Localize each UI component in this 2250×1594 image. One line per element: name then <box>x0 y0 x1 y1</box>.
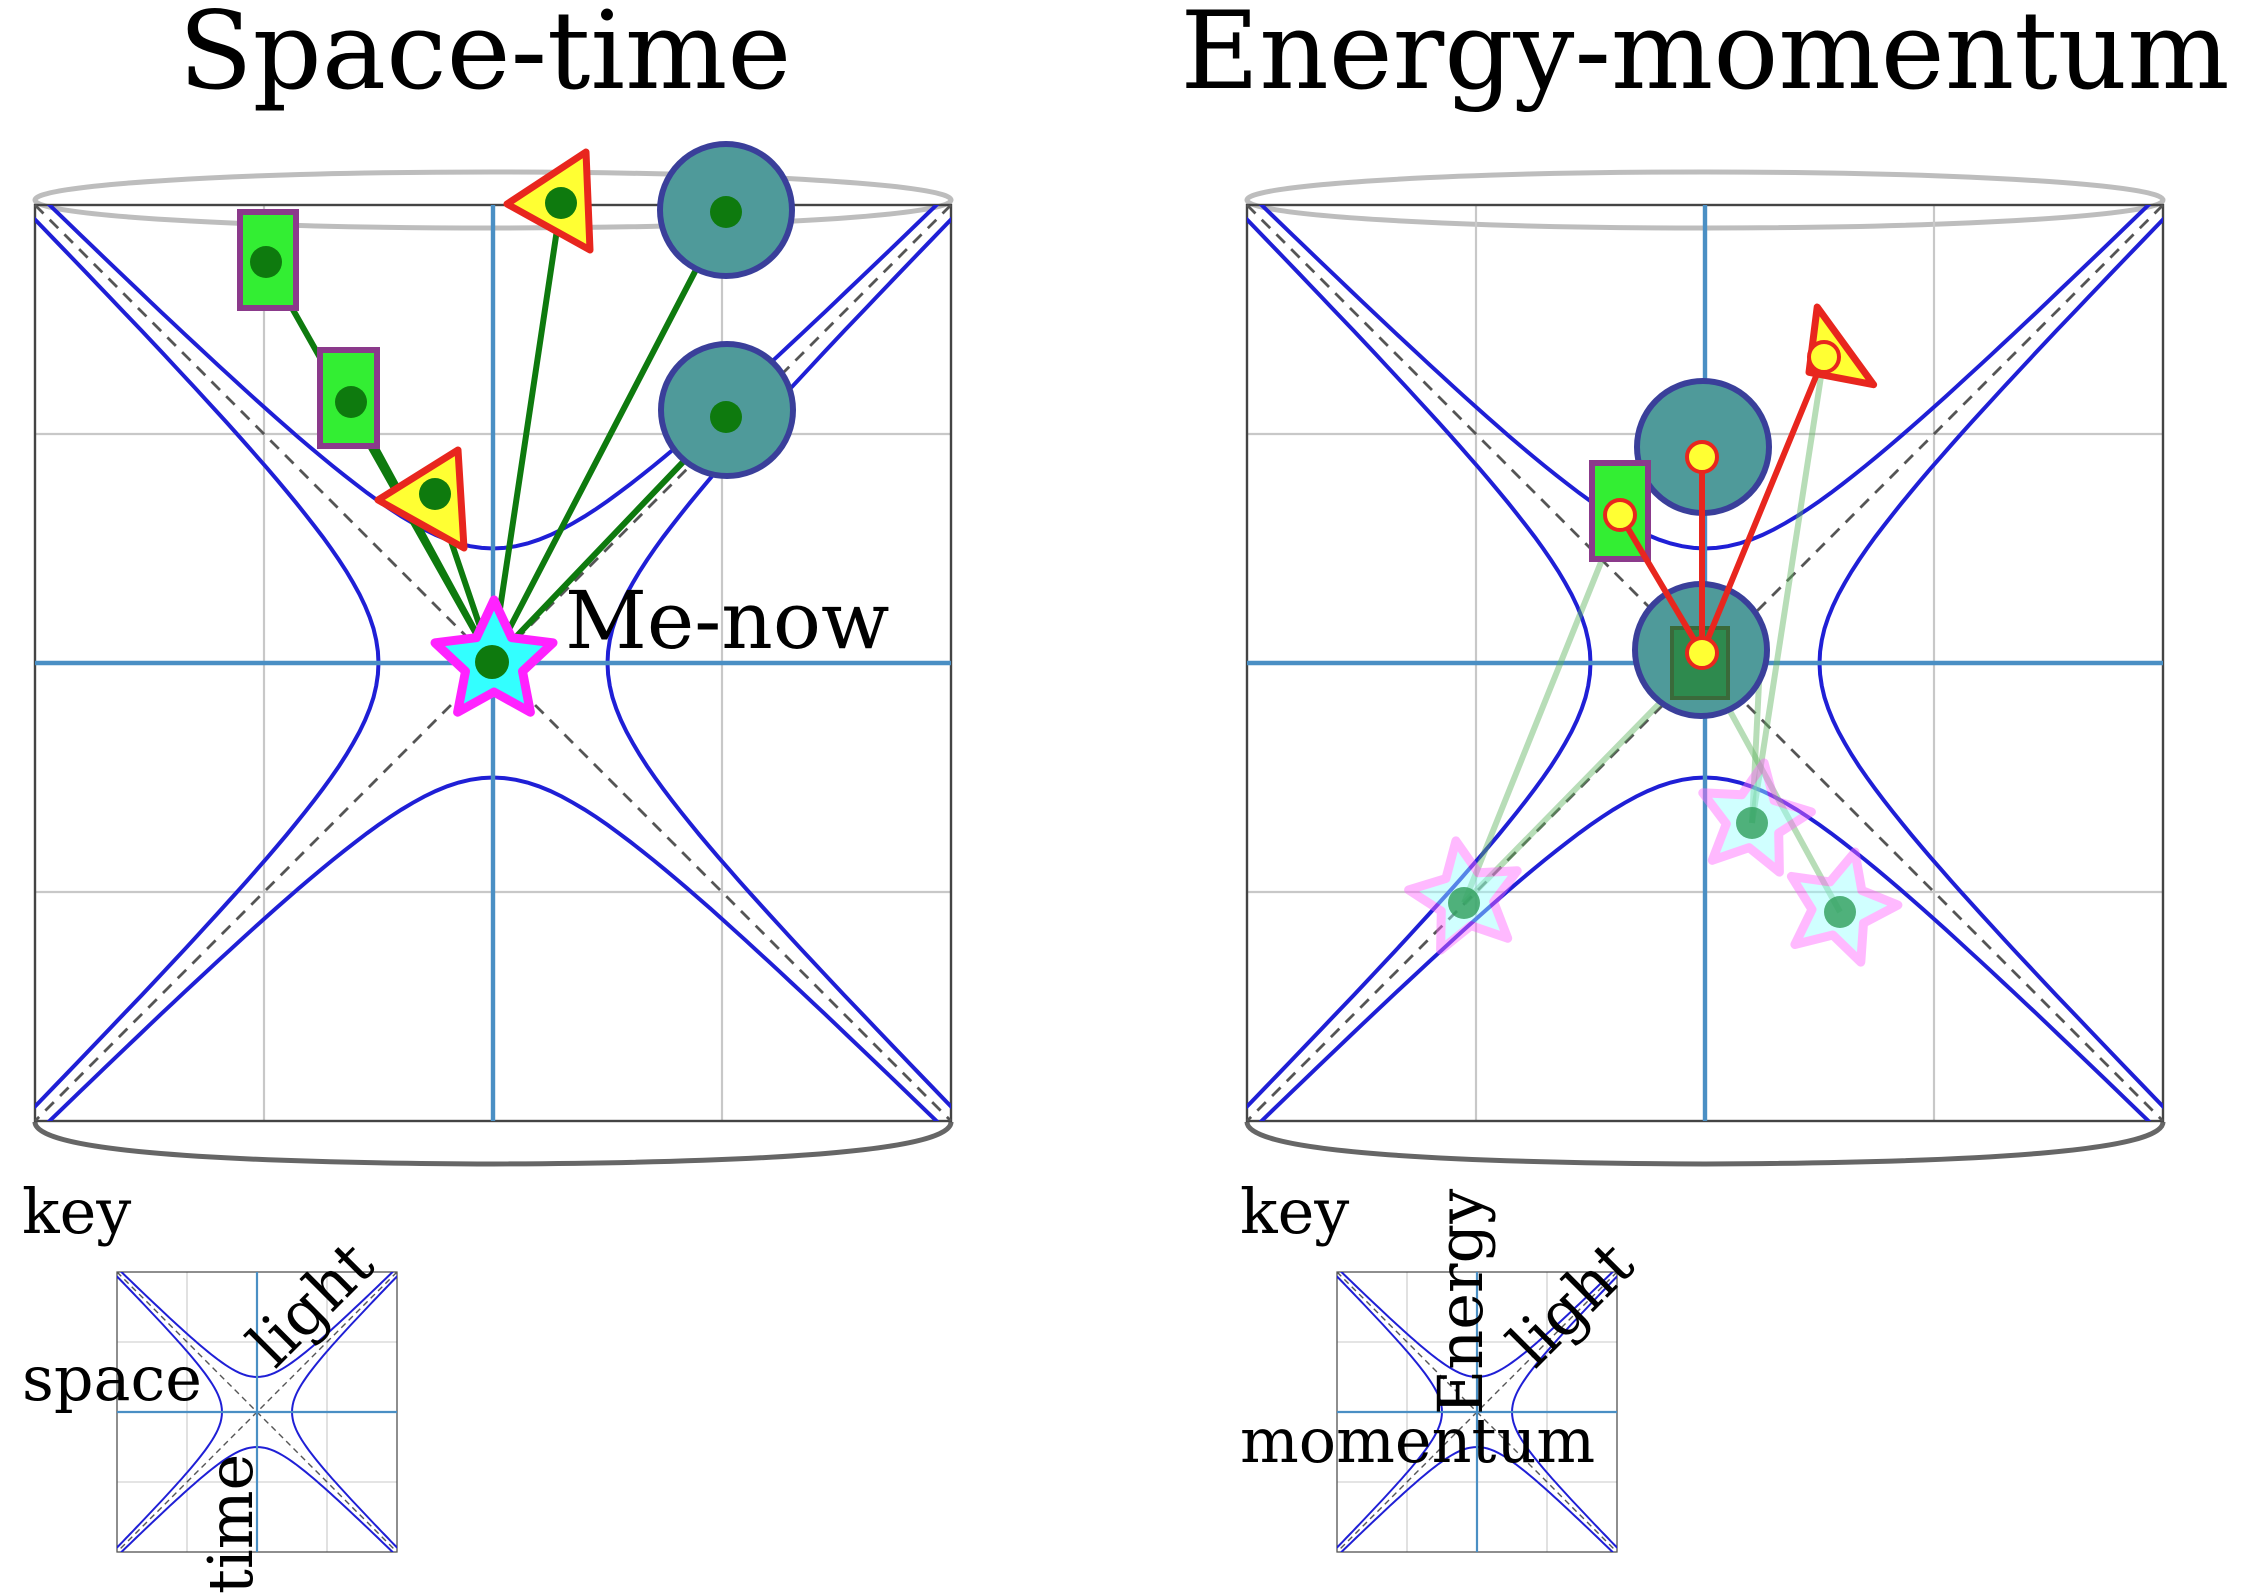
energy-momentum-title: Energy-momentum <box>1180 0 2229 114</box>
energy-vertices <box>1603 340 1841 670</box>
energy-key-diagram <box>1336 1271 1618 1553</box>
key-axis-energy: Energy <box>1424 1189 1497 1415</box>
spacetime-rect-far <box>237 209 299 311</box>
worldline-triangle-far <box>489 200 564 665</box>
spacetime-key-diagram <box>116 1271 398 1553</box>
energy-faint-dots <box>1448 807 1856 928</box>
spacetime-triangle-near <box>374 446 468 552</box>
spacetime-circle-near <box>658 341 796 479</box>
spacetime-key-label: key <box>22 1175 131 1248</box>
key-axis-time: time <box>194 1454 267 1594</box>
me-now-star <box>430 595 558 717</box>
spacetime-rect-near <box>317 347 380 449</box>
key-axis-momentum: momentum <box>1240 1404 1595 1477</box>
spacetime-bottom-rim <box>32 1121 954 1167</box>
energy-key-label: key <box>1240 1175 1349 1248</box>
worldline-circle-far <box>489 209 729 665</box>
spacetime-title: Space-time <box>179 0 792 114</box>
spacetime-triangle-far <box>503 148 594 254</box>
me-now-label: Me-now <box>565 574 889 667</box>
energy-momentum-vectors <box>1617 354 1827 656</box>
energy-bottom-rim <box>1244 1121 2166 1167</box>
spacetime-circle-far <box>657 141 795 279</box>
key-axis-space: space <box>22 1342 202 1415</box>
